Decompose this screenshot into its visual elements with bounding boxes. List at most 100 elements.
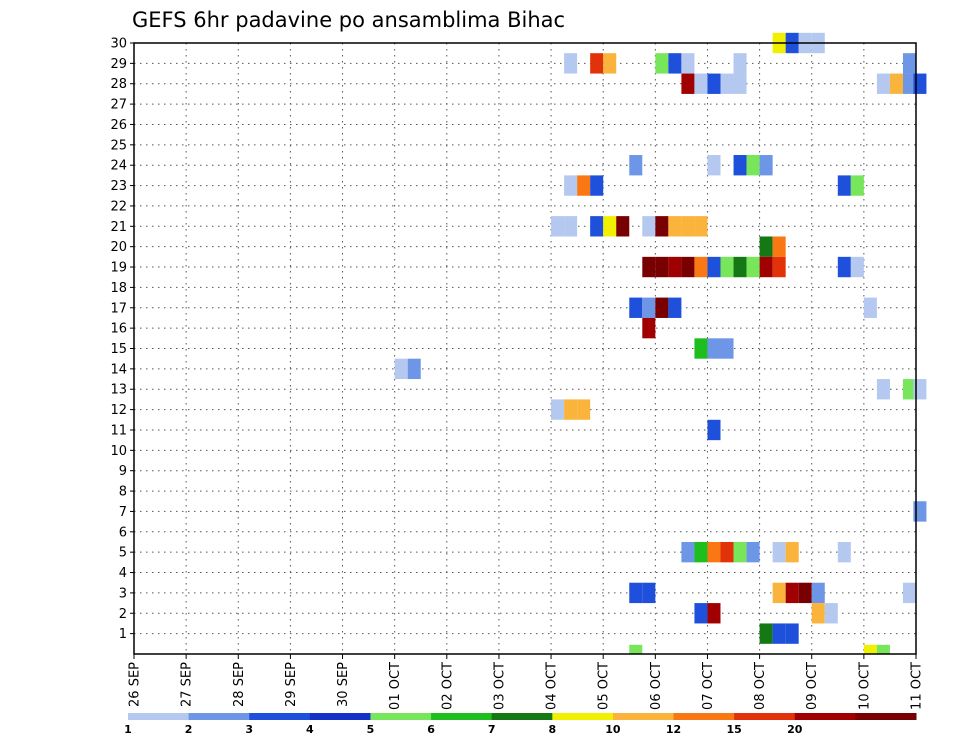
legend-swatch <box>188 713 250 720</box>
y-tick-label: 21 <box>110 220 127 235</box>
color-legend: 1 2 3 4 5 6 7 8 10 12 15 20 <box>124 713 917 736</box>
legend-label: 3 <box>245 723 253 736</box>
precip-cell <box>681 541 695 563</box>
x-tick-label: 27 SEP <box>180 662 195 707</box>
precip-cell <box>733 541 747 563</box>
y-tick-label: 12 <box>110 403 127 418</box>
legend-swatch <box>370 713 432 720</box>
precip-cell <box>746 155 760 176</box>
precip-cell <box>707 256 721 278</box>
precip-cell <box>681 216 695 237</box>
legend-label: 8 <box>548 723 556 736</box>
legend-swatch <box>855 713 917 720</box>
precip-cell <box>590 216 604 237</box>
precip-cell <box>720 541 734 563</box>
precip-cell <box>564 175 578 196</box>
x-tick-label: 04 OCT <box>545 662 560 710</box>
x-tick-label: 29 SEP <box>284 662 299 707</box>
precip-cell <box>629 155 643 176</box>
precip-cell <box>772 582 786 604</box>
y-tick-label: 28 <box>110 77 127 92</box>
precip-cell <box>577 399 591 420</box>
legend-label: 10 <box>605 723 621 736</box>
y-tick-label: 9 <box>119 464 127 479</box>
precip-cell <box>668 53 682 74</box>
y-tick-label: 18 <box>110 281 127 296</box>
legend-label: 1 <box>124 723 132 736</box>
precip-cell <box>798 582 812 604</box>
precip-cell <box>590 53 604 74</box>
legend-label: 6 <box>427 723 435 736</box>
precip-cell <box>681 53 695 74</box>
precip-cell <box>629 644 643 654</box>
precip-cell <box>863 644 877 654</box>
precip-cell <box>720 338 734 359</box>
precip-cell <box>642 256 656 278</box>
y-tick-label: 23 <box>110 179 127 194</box>
precip-cell <box>902 73 916 94</box>
precip-cell <box>551 399 565 420</box>
precip-cell <box>603 53 617 74</box>
precip-cell <box>759 155 773 176</box>
x-tick-label: 11 OCT <box>910 662 925 710</box>
precip-cell <box>811 603 825 624</box>
precip-cell <box>850 175 864 196</box>
x-tick-label: 09 OCT <box>805 662 820 710</box>
precip-cell <box>902 582 916 604</box>
precip-cell <box>681 73 695 94</box>
x-tick-label: 06 OCT <box>649 662 664 710</box>
precip-cell <box>746 541 760 563</box>
precip-cell <box>564 216 578 237</box>
precip-cell <box>629 582 643 604</box>
precip-cell <box>642 297 656 318</box>
precip-cell <box>707 419 721 441</box>
precip-cell <box>733 53 747 74</box>
y-tick-label: 15 <box>110 342 127 357</box>
legend-swatch <box>794 713 856 720</box>
precip-cell <box>876 644 890 654</box>
precip-cell <box>720 256 734 278</box>
x-tick-label: 10 OCT <box>857 662 872 710</box>
precip-cell <box>772 623 786 644</box>
precip-cell <box>785 582 799 604</box>
y-tick-label: 17 <box>110 301 127 316</box>
y-tick-label: 27 <box>110 98 127 113</box>
legend-swatch <box>431 713 493 720</box>
y-tick-label: 19 <box>110 261 127 276</box>
legend-swatch <box>734 713 796 720</box>
precip-cell <box>902 53 916 74</box>
y-tick-label: 16 <box>110 322 127 337</box>
precip-cell <box>655 297 669 318</box>
precip-cell <box>551 216 565 237</box>
precip-cell <box>668 297 682 318</box>
legend-label: 7 <box>488 723 496 736</box>
precip-cell <box>694 73 708 94</box>
precip-cell <box>394 358 408 380</box>
precip-cell <box>707 73 721 94</box>
legend-label: 5 <box>367 723 375 736</box>
legend-swatch <box>249 713 311 720</box>
precip-cell <box>759 623 773 644</box>
y-tick-label: 4 <box>119 566 127 581</box>
legend-swatch <box>673 713 735 720</box>
precip-cell <box>720 73 734 94</box>
precip-cell <box>733 155 747 176</box>
precip-cell <box>733 256 747 278</box>
y-tick-label: 5 <box>119 546 127 561</box>
precip-cell <box>837 541 851 563</box>
legend-label: 20 <box>787 723 803 736</box>
x-tick-label: 02 OCT <box>440 662 455 710</box>
precip-cell <box>824 603 838 624</box>
x-tick-label: 08 OCT <box>753 662 768 710</box>
y-axis: 1234567891011121314151617181920212223242… <box>110 37 134 642</box>
precip-cell <box>707 541 721 563</box>
x-tick-label: 03 OCT <box>492 662 507 710</box>
y-tick-label: 10 <box>110 444 127 459</box>
x-axis: 26 SEP 27 SEP 28 SEP 29 SEP 30 SEP 01 OCT 02 O… <box>128 654 925 710</box>
y-tick-label: 22 <box>110 199 127 214</box>
precip-cell <box>707 155 721 176</box>
precip-cell <box>733 73 747 94</box>
legend-label: 15 <box>726 723 741 736</box>
legend-swatch <box>612 713 675 720</box>
